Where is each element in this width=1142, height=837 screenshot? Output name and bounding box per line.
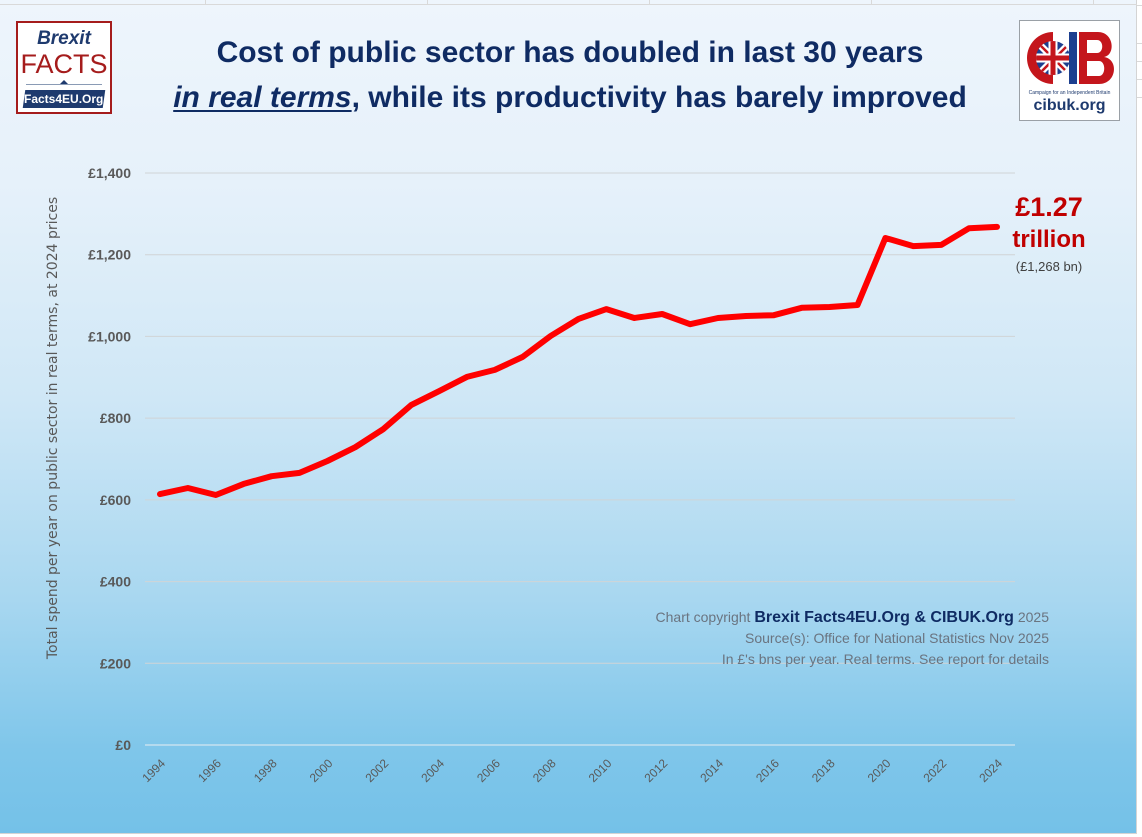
y-tick-label: £200 — [100, 655, 131, 671]
title-line-2: in real terms, while its productivity ha… — [160, 75, 980, 120]
x-axis-ticks: 1994 1996 1998 2000 2002 2004 2006 2008 2010 2012… — [139, 756, 1005, 785]
cib-tagline: Campaign for an Independent Britain — [1028, 90, 1111, 96]
x-tick-label: 2014 — [697, 756, 726, 785]
cib-emblem-icon — [1027, 32, 1115, 84]
title-line-1: Cost of public sector has doubled in las… — [216, 36, 924, 69]
cib-url: cibuk.org — [1033, 97, 1106, 114]
x-tick-label: 1996 — [195, 756, 224, 785]
series-group — [157, 223, 1000, 498]
x-tick-label: 2018 — [809, 756, 838, 785]
x-tick-label: 2000 — [307, 756, 336, 785]
logo-facts-text: FACTS — [20, 49, 108, 79]
x-tick-label: 2020 — [865, 756, 894, 785]
x-tick-label: 2002 — [363, 756, 392, 785]
x-tick-label: 2024 — [976, 756, 1005, 785]
gridlines — [145, 172, 1015, 746]
cib-logo: Campaign for an Independent Britain cibu… — [1019, 20, 1120, 121]
x-tick-label: 1994 — [139, 756, 168, 785]
y-tick-label: £0 — [115, 737, 131, 753]
chart-credits: Chart copyright Brexit Facts4EU.Org & CI… — [656, 607, 1049, 670]
series-line — [157, 223, 1000, 498]
sheet-edge — [1137, 0, 1142, 837]
copyright-line: Chart copyright Brexit Facts4EU.Org & CI… — [656, 607, 1049, 628]
callout-value: £1.27 — [1015, 192, 1083, 222]
brexit-facts-logo: Brexit FACTS Facts4EU.Org — [16, 21, 112, 114]
copyright-prefix: Chart copyright — [655, 609, 755, 625]
source-line: Source(s): Office for National Statistic… — [745, 630, 1049, 646]
copyright-brand: Brexit Facts4EU.Org & CIBUK.Org — [754, 609, 1014, 626]
x-tick-label: 2022 — [921, 756, 950, 785]
x-tick-label: 2006 — [474, 756, 503, 785]
sheet-cell-border — [0, 0, 1142, 5]
x-tick-label: 2012 — [642, 756, 671, 785]
y-tick-label: £1,400 — [88, 165, 131, 181]
title-line-2-rest: , while its productivity has barely impr… — [351, 81, 967, 114]
logo-brexit-text: Brexit — [37, 28, 91, 49]
y-tick-label: £1,200 — [88, 247, 131, 263]
latest-value-callout: £1.27 trillion (£1,268 bn) — [995, 190, 1103, 276]
y-axis-label: Total spend per year on public sector in… — [45, 197, 61, 660]
callout-unit: trillion — [1012, 226, 1086, 253]
y-tick-label: £1,000 — [88, 328, 131, 344]
y-tick-label: £400 — [100, 574, 131, 590]
logo-divider — [26, 84, 102, 85]
y-axis-ticks: £0 £200 £400 £600 £800 £1,000 £1,200 £1,400 — [88, 165, 131, 753]
x-tick-label: 2004 — [418, 756, 447, 785]
title-emphasis: in real terms — [173, 81, 352, 114]
x-tick-label: 2010 — [586, 756, 615, 785]
x-tick-label: 2008 — [530, 756, 559, 785]
y-tick-label: £600 — [100, 492, 131, 508]
x-tick-label: 2016 — [753, 756, 782, 785]
note-line: In £'s bns per year. Real terms. See rep… — [721, 651, 1049, 667]
chart-title: Cost of public sector has doubled in las… — [160, 30, 980, 120]
callout-detail: (£1,268 bn) — [1015, 259, 1083, 274]
y-tick-label: £800 — [100, 410, 131, 426]
logo-arrow-icon — [60, 80, 68, 84]
copyright-year: 2025 — [1013, 609, 1049, 625]
x-tick-label: 1998 — [251, 756, 280, 785]
